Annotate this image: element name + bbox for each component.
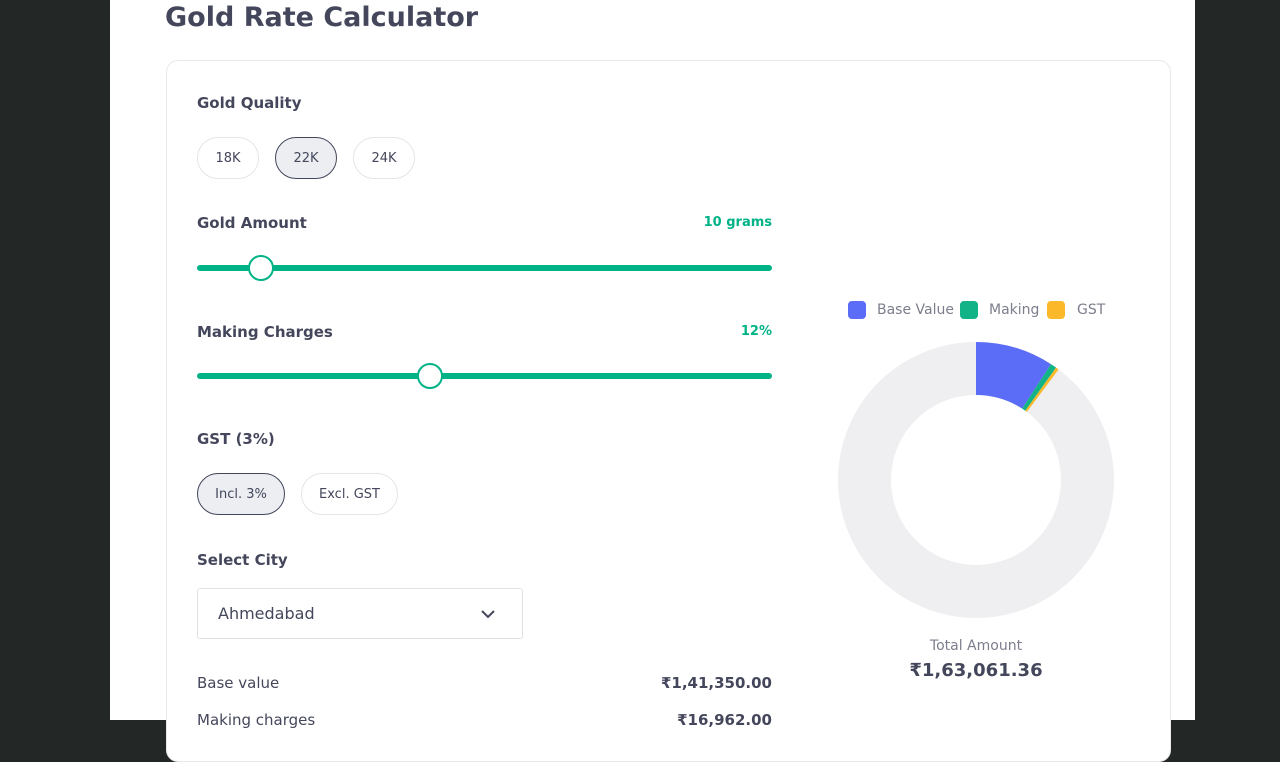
city-dropdown[interactable]: Ahmedabad — [197, 588, 523, 639]
breakdown-label: Making charges — [197, 711, 316, 729]
calculator-card — [166, 60, 1171, 762]
legend-swatch — [848, 301, 866, 319]
total-label: Total Amount — [929, 638, 1023, 654]
donut-segment — [838, 342, 1114, 618]
legend-swatch — [960, 301, 978, 319]
making-label: Making Charges — [197, 323, 333, 341]
legend-swatch — [1047, 301, 1065, 319]
amount-slider[interactable] — [197, 265, 772, 271]
legend-label: GST — [1077, 302, 1106, 318]
city-selected: Ahmedabad — [218, 604, 315, 623]
gst-option[interactable]: Incl. 3% — [197, 473, 285, 515]
making-value: 12% — [740, 324, 772, 339]
gst-label: GST (3%) — [197, 430, 275, 448]
legend-label: Base Value — [877, 302, 954, 318]
donut — [838, 342, 1114, 618]
breakdown-label: Base value — [197, 674, 280, 692]
quality-option[interactable]: 18K — [197, 137, 259, 179]
city-label: Select City — [197, 551, 288, 569]
quality-option[interactable]: 22K — [275, 137, 337, 179]
amount-value: 10 grams — [703, 215, 772, 230]
breakdown-value: ₹1,41,350.00 — [660, 674, 772, 692]
quality-label: Gold Quality — [197, 94, 302, 112]
making-slider[interactable] — [197, 373, 772, 379]
making-thumb[interactable] — [417, 363, 443, 389]
legend-label: Making — [989, 302, 1040, 318]
chevron-icon — [481, 610, 495, 619]
breakdown-value: ₹16,962.00 — [677, 711, 772, 729]
amount-thumb[interactable] — [248, 255, 274, 281]
total-value: ₹1,63,061.36 — [909, 660, 1043, 681]
amount-label: Gold Amount — [197, 214, 307, 232]
page-title: Gold Rate Calculator — [165, 2, 479, 33]
quality-option[interactable]: 24K — [353, 137, 415, 179]
page: {"title":"Gold Rate Calculator", "qualit… — [110, 0, 1195, 762]
gst-option[interactable]: Excl. GST — [301, 473, 398, 515]
donut-track — [838, 342, 1114, 618]
